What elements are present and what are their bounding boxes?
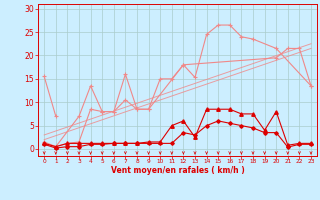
- X-axis label: Vent moyen/en rafales ( km/h ): Vent moyen/en rafales ( km/h ): [111, 166, 244, 175]
